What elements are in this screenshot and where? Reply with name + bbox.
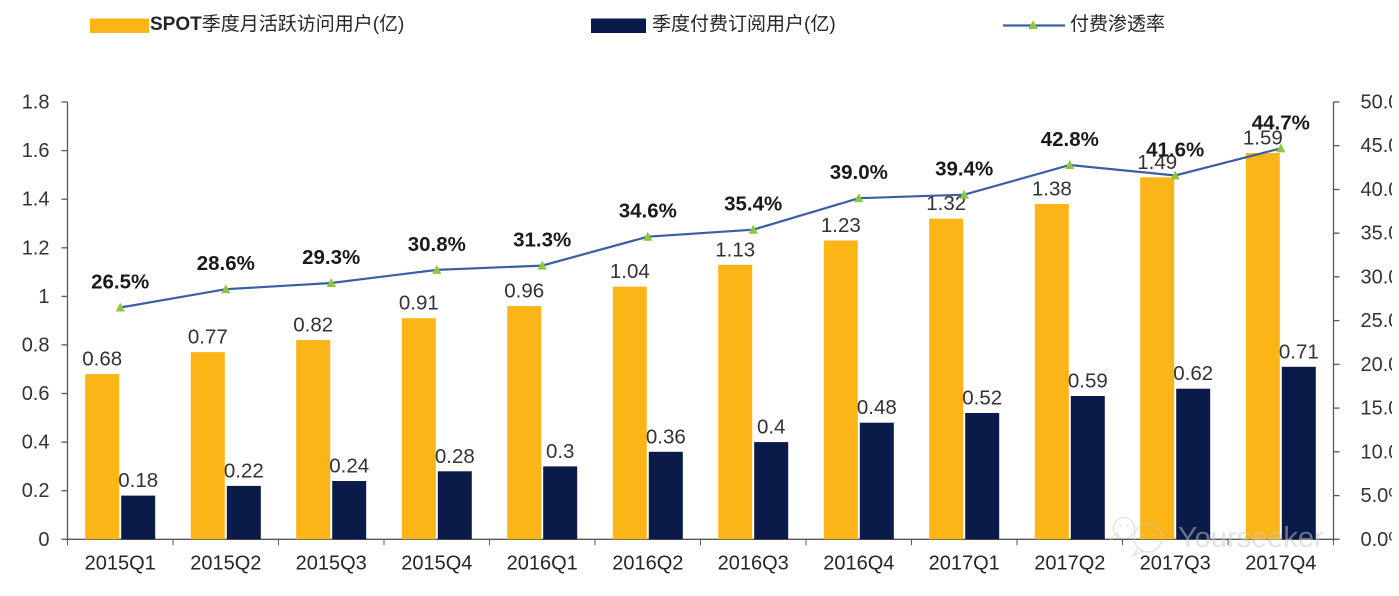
svg-text:1.6: 1.6: [22, 140, 50, 162]
svg-text:28.6%: 28.6%: [197, 252, 255, 275]
svg-text:30.8%: 30.8%: [408, 233, 466, 256]
svg-text:2015Q1: 2015Q1: [85, 552, 156, 574]
svg-text:0.77: 0.77: [188, 326, 228, 349]
svg-text:0.52: 0.52: [962, 387, 1002, 410]
svg-text:0.4: 0.4: [757, 416, 786, 439]
svg-text:付费渗透率: 付费渗透率: [1070, 13, 1165, 35]
svg-text:0.2: 0.2: [22, 480, 50, 502]
svg-text:0.91: 0.91: [399, 292, 439, 315]
svg-text:1: 1: [38, 286, 49, 308]
svg-text:0.18: 0.18: [118, 469, 158, 492]
svg-text:31.3%: 31.3%: [513, 229, 571, 252]
svg-text:2016Q2: 2016Q2: [612, 552, 683, 574]
svg-text:34.6%: 34.6%: [619, 200, 677, 223]
svg-text:2017Q3: 2017Q3: [1140, 552, 1211, 574]
svg-text:2015Q2: 2015Q2: [190, 552, 261, 574]
svg-text:2016Q3: 2016Q3: [718, 552, 789, 574]
svg-text:39.4%: 39.4%: [935, 158, 993, 181]
svg-text:0.22: 0.22: [224, 459, 264, 482]
svg-text:0.62: 0.62: [1173, 362, 1213, 385]
svg-text:0.36: 0.36: [646, 425, 686, 448]
svg-text:1.13: 1.13: [715, 238, 755, 261]
svg-text:0.96: 0.96: [504, 280, 544, 303]
svg-text:2017Q2: 2017Q2: [1034, 552, 1105, 574]
svg-text:1.2: 1.2: [22, 237, 50, 259]
svg-text:0.8: 0.8: [22, 334, 50, 356]
svg-text:1.04: 1.04: [610, 260, 650, 283]
svg-text:2017Q1: 2017Q1: [929, 552, 1000, 574]
svg-text:29.3%: 29.3%: [302, 246, 360, 269]
svg-text:0.28: 0.28: [435, 445, 475, 468]
svg-text:39.0%: 39.0%: [830, 161, 888, 184]
svg-text:44.7%: 44.7%: [1252, 111, 1310, 134]
svg-text:26.5%: 26.5%: [91, 271, 149, 294]
svg-text:0.59: 0.59: [1068, 370, 1108, 393]
svg-text:2017Q4: 2017Q4: [1245, 552, 1316, 574]
svg-text:41.6%: 41.6%: [1146, 139, 1204, 162]
svg-text:0: 0: [38, 529, 49, 551]
svg-text:1.23: 1.23: [821, 214, 861, 237]
svg-text:1.4: 1.4: [22, 189, 50, 211]
svg-text:0.24: 0.24: [329, 455, 369, 478]
svg-text:0.82: 0.82: [293, 314, 333, 337]
svg-text:0.6: 0.6: [22, 383, 50, 405]
svg-text:0.71: 0.71: [1279, 340, 1319, 363]
svg-text:42.8%: 42.8%: [1041, 128, 1099, 151]
svg-text:2016Q4: 2016Q4: [823, 552, 894, 574]
svg-text:0.4: 0.4: [22, 432, 50, 454]
svg-text:SPOT季度月活跃访问用户(亿): SPOT季度月活跃访问用户(亿): [150, 13, 404, 35]
svg-text:0.3: 0.3: [546, 440, 575, 463]
svg-text:Yourseeker: Yourseeker: [1178, 522, 1324, 554]
svg-text:2016Q1: 2016Q1: [507, 552, 578, 574]
svg-text:2015Q3: 2015Q3: [296, 552, 367, 574]
svg-text:1.8: 1.8: [22, 92, 50, 114]
svg-text:35.4%: 35.4%: [724, 193, 782, 216]
svg-text:1.38: 1.38: [1032, 178, 1072, 201]
svg-text:0.48: 0.48: [857, 396, 897, 419]
svg-text:2015Q4: 2015Q4: [401, 552, 472, 574]
svg-text:0.68: 0.68: [82, 348, 122, 371]
svg-text:季度付费订阅用户(亿): 季度付费订阅用户(亿): [652, 13, 836, 35]
